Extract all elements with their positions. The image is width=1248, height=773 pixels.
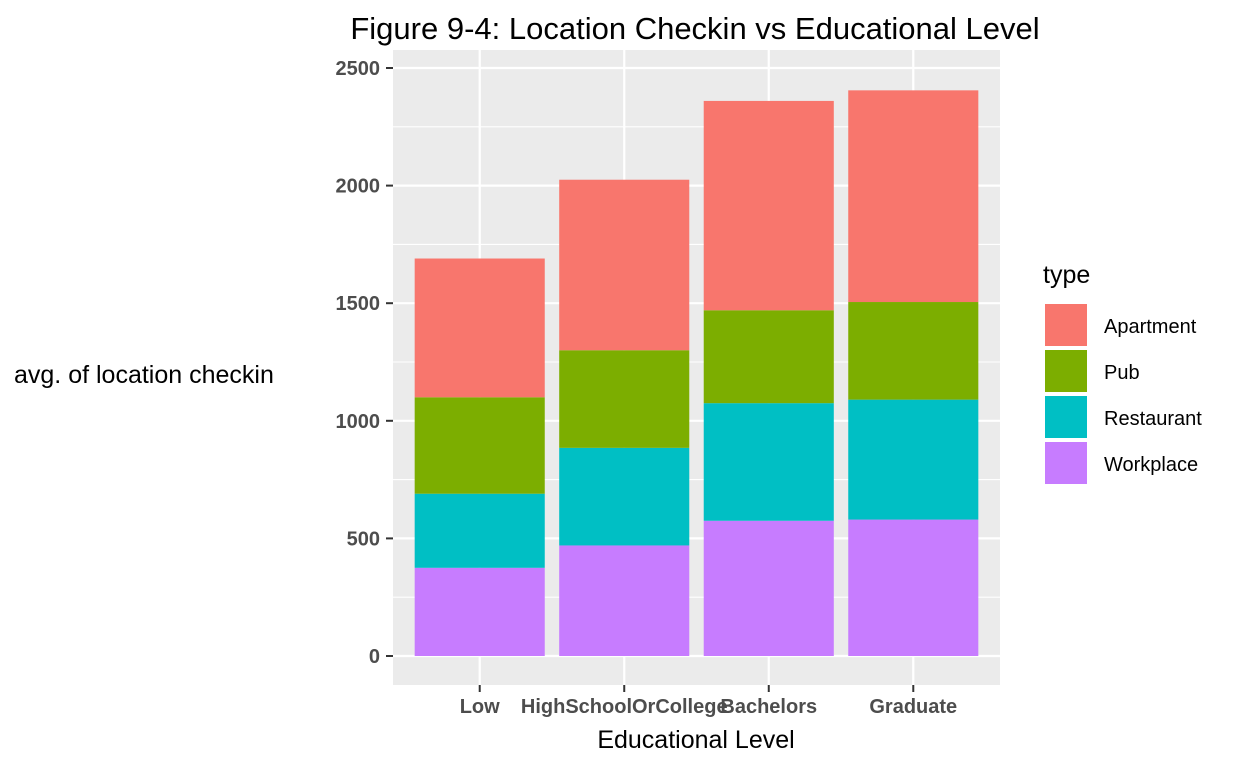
bar-segment-apartment	[848, 90, 979, 303]
x-tick-label: Bachelors	[720, 696, 817, 718]
legend-key-apartment	[1043, 302, 1089, 348]
x-axis-title: Educational Level	[597, 726, 794, 754]
bar-segment-workplace	[848, 519, 979, 656]
y-tick-label: 2500	[336, 58, 381, 80]
legend-key-pub	[1043, 348, 1089, 394]
legend-label-restaurant: Restaurant	[1104, 408, 1202, 430]
legend-title: type	[1043, 261, 1090, 289]
bar-segment-apartment	[703, 100, 834, 311]
x-tick-label: Low	[460, 696, 500, 718]
legend: type Apartment Pub Restaurant Workplace	[1043, 261, 1202, 486]
y-tick-label: 500	[347, 528, 380, 550]
legend-key-workplace	[1043, 440, 1089, 486]
legend-label-workplace: Workplace	[1104, 454, 1198, 476]
x-tick-label: Graduate	[869, 696, 957, 718]
bar-segment-workplace	[414, 567, 545, 656]
y-tick-label: 0	[369, 646, 380, 668]
chart-title: Figure 9-4: Location Checkin vs Educatio…	[350, 11, 1039, 46]
y-tick-label: 2000	[336, 176, 381, 198]
y-tick-label: 1500	[336, 293, 381, 315]
x-tick-label: HighSchoolOrCollege	[521, 696, 728, 718]
bar-segment-restaurant	[703, 403, 834, 521]
legend-label-pub: Pub	[1104, 362, 1140, 384]
bar-segment-apartment	[414, 258, 545, 398]
bar-segment-workplace	[703, 520, 834, 656]
bar-segment-workplace	[559, 545, 690, 656]
bar-segment-pub	[414, 397, 545, 494]
bar-segment-pub	[559, 350, 690, 448]
bar-segment-restaurant	[414, 493, 545, 568]
y-tick-label: 1000	[336, 411, 381, 433]
bar-segment-apartment	[559, 179, 690, 351]
bar-segment-pub	[703, 310, 834, 404]
bars	[414, 90, 979, 656]
legend-label-apartment: Apartment	[1104, 316, 1197, 338]
bar-segment-restaurant	[848, 399, 979, 520]
y-axis: 0 500 1000 1500 2000 2500	[336, 58, 393, 668]
bar-segment-restaurant	[559, 447, 690, 546]
bar-segment-pub	[848, 302, 979, 400]
legend-key-restaurant	[1043, 394, 1089, 440]
y-axis-title: avg. of location checkin	[14, 361, 274, 389]
